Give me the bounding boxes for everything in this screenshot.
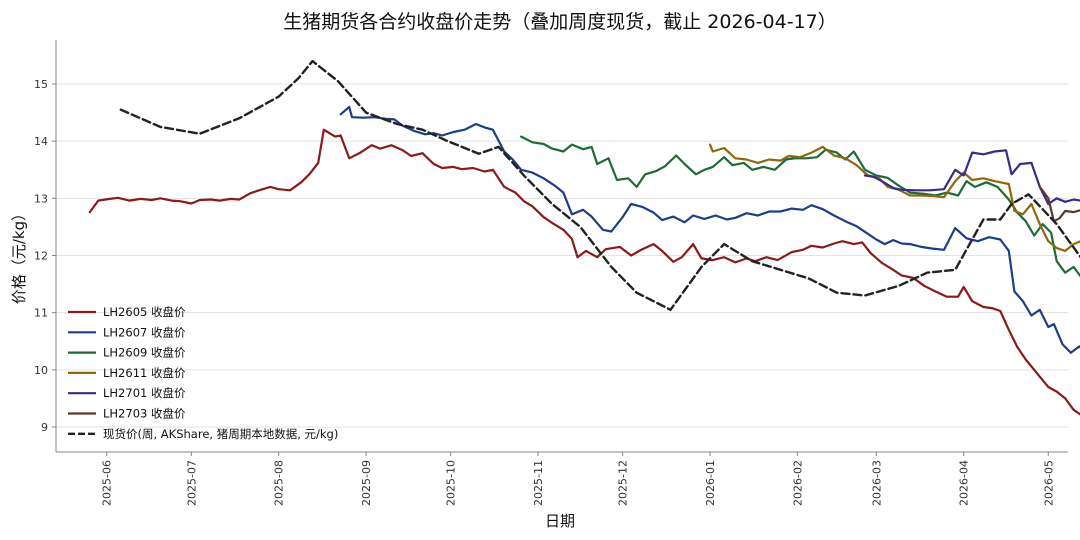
y-tick-label: 9 [41,421,48,434]
legend-label-0: LH2605 收盘价 [103,305,186,319]
y-tick-label: 15 [34,78,48,91]
x-tick-label: 2025-12 [617,460,630,506]
series-line-4 [863,149,1080,206]
legend-label-6: 现货价(周, AKShare, 猪周期本地数据, 元/kg) [103,427,338,441]
x-tick-label: 2025-09 [360,460,373,506]
series-line-2 [520,135,1080,278]
y-tick-label: 11 [34,307,48,320]
x-tick-label: 2026-03 [870,460,883,506]
series-line-6 [119,59,1080,311]
x-tick-label: 2025-07 [185,460,198,506]
x-tick-label: 2026-04 [958,460,971,506]
x-tick-label: 2026-05 [1042,460,1055,506]
legend-label-1: LH2607 收盘价 [103,325,186,339]
grid-lines [56,83,1068,428]
series-layer [88,59,1080,416]
legend-label-2: LH2609 收盘价 [103,346,186,360]
x-tick-label: 2025-11 [532,460,545,506]
x-tick-label: 2025-08 [273,460,286,506]
x-tick-label: 2025-06 [101,460,114,506]
series-line-5 [1038,185,1080,223]
y-tick-label: 12 [34,250,48,263]
x-axis-label: 日期 [545,512,575,530]
x-axis-ticks: 2025-06 2025-07 2025-08 2025-09 2025-10 2025-… [101,452,1055,506]
y-axis-label: 价格（元/kg） [10,206,28,304]
chart-title: 生猪期货各合约收盘价走势（叠加周度现货，截止 2026-04-17） [283,11,836,33]
legend: LH2605 收盘价 LH2607 收盘价 LH2609 收盘价 LH2611 收盘价… [68,305,338,441]
series-line-3 [708,143,1080,252]
x-tick-label: 2026-02 [791,460,804,506]
legend-label-4: LH2701 收盘价 [103,386,186,400]
y-tick-label: 14 [34,135,48,148]
legend-label-5: LH2703 收盘价 [103,407,186,421]
y-tick-label: 13 [34,192,48,205]
y-axis-ticks: 9 10 11 12 13 14 15 [34,78,56,434]
x-tick-label: 2025-10 [445,460,458,506]
legend-label-3: LH2611 收盘价 [103,366,186,380]
x-tick-label: 2026-01 [704,460,717,506]
series-line-1 [339,105,1080,354]
y-tick-label: 10 [34,364,48,377]
